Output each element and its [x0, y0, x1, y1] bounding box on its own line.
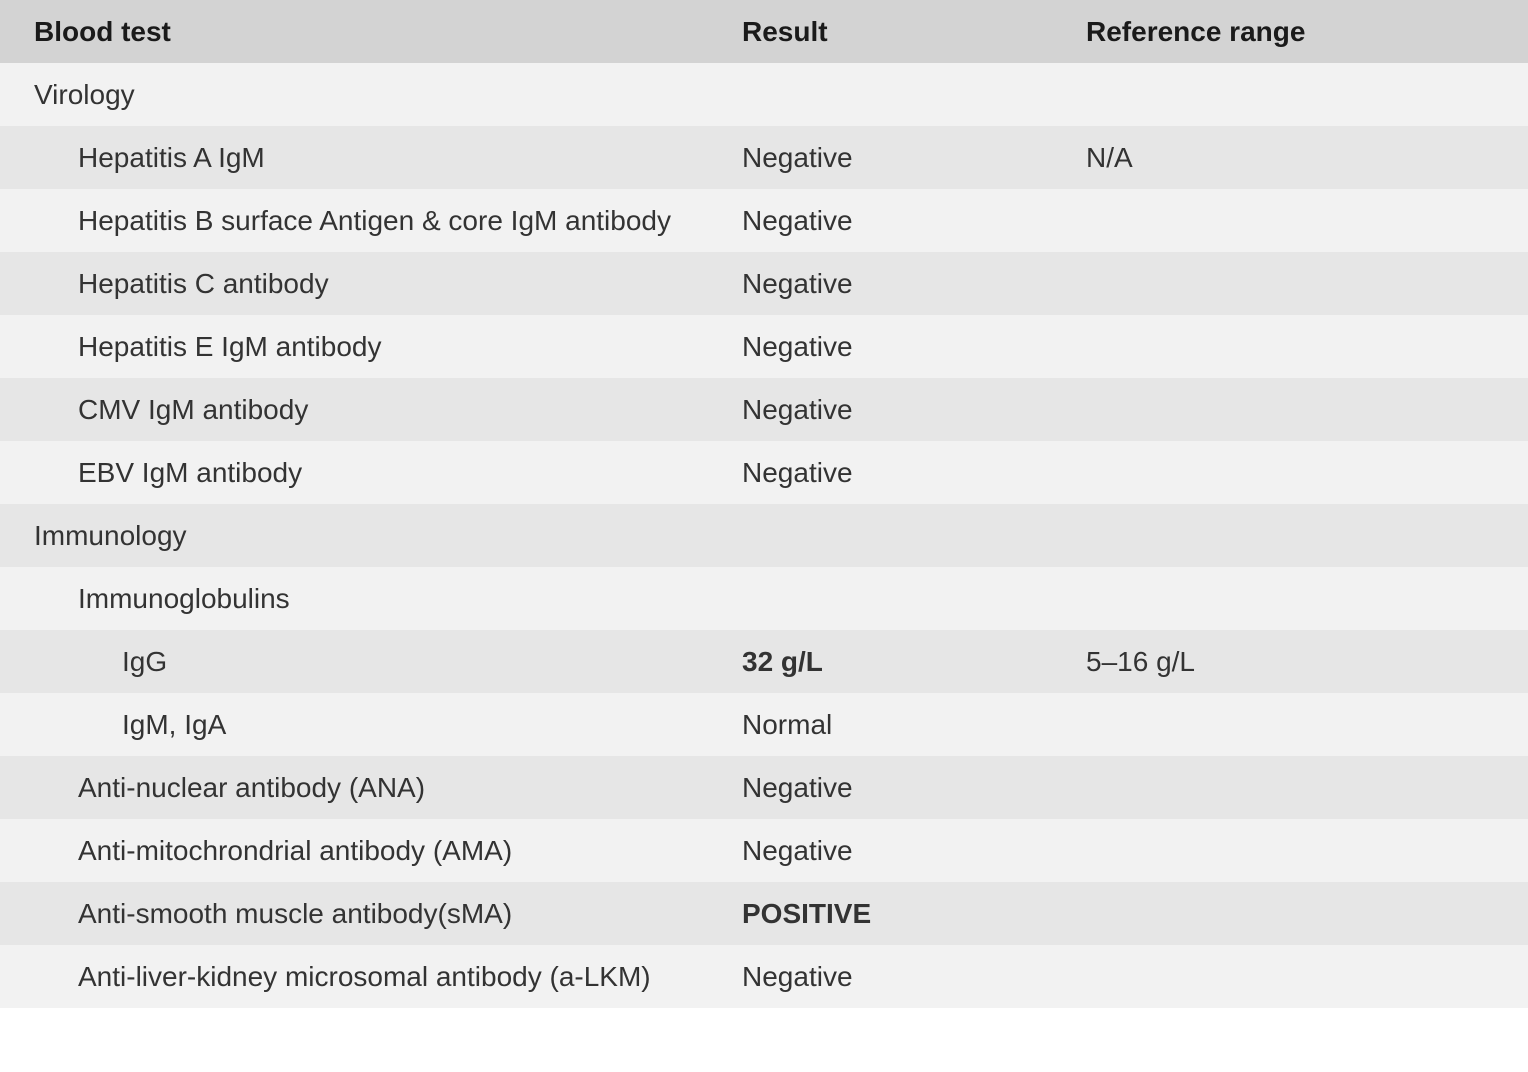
- cell-test: Hepatitis E IgM antibody: [0, 315, 708, 378]
- cell-ref: [1052, 63, 1528, 126]
- cell-test: Hepatitis C antibody: [0, 252, 708, 315]
- table-row: CMV IgM antibodyNegative: [0, 378, 1528, 441]
- cell-result: Negative: [708, 189, 1052, 252]
- table-row: Anti-mitochrondrial antibody (AMA)Negati…: [0, 819, 1528, 882]
- cell-result: [708, 504, 1052, 567]
- cell-ref: [1052, 378, 1528, 441]
- table-body: VirologyHepatitis A IgMNegativeN/AHepati…: [0, 63, 1528, 1008]
- table-row: Anti-liver-kidney microsomal antibody (a…: [0, 945, 1528, 1008]
- cell-test: IgM, IgA: [0, 693, 708, 756]
- cell-test: Hepatitis B surface Antigen & core IgM a…: [0, 189, 708, 252]
- cell-test: CMV IgM antibody: [0, 378, 708, 441]
- table-row: Hepatitis B surface Antigen & core IgM a…: [0, 189, 1528, 252]
- cell-result: 32 g/L: [708, 630, 1052, 693]
- cell-ref: 5–16 g/L: [1052, 630, 1528, 693]
- cell-ref: [1052, 693, 1528, 756]
- table-row: Immunoglobulins: [0, 567, 1528, 630]
- cell-ref: [1052, 756, 1528, 819]
- col-header-ref: Reference range: [1052, 0, 1528, 63]
- cell-ref: N/A: [1052, 126, 1528, 189]
- blood-test-table: Blood test Result Reference range Virolo…: [0, 0, 1528, 1008]
- cell-result: [708, 63, 1052, 126]
- table-row: Immunology: [0, 504, 1528, 567]
- cell-result: Negative: [708, 945, 1052, 1008]
- cell-test: Anti-smooth muscle antibody(sMA): [0, 882, 708, 945]
- table-header-row: Blood test Result Reference range: [0, 0, 1528, 63]
- cell-result: Negative: [708, 126, 1052, 189]
- cell-ref: [1052, 252, 1528, 315]
- cell-ref: [1052, 819, 1528, 882]
- table-row: Hepatitis A IgMNegativeN/A: [0, 126, 1528, 189]
- cell-test: EBV IgM antibody: [0, 441, 708, 504]
- cell-test: Anti-nuclear antibody (ANA): [0, 756, 708, 819]
- table-row: IgM, IgANormal: [0, 693, 1528, 756]
- table-row: Anti-smooth muscle antibody(sMA)POSITIVE: [0, 882, 1528, 945]
- cell-result: Normal: [708, 693, 1052, 756]
- cell-ref: [1052, 504, 1528, 567]
- table-row: Anti-nuclear antibody (ANA)Negative: [0, 756, 1528, 819]
- cell-ref: [1052, 945, 1528, 1008]
- cell-test: Anti-mitochrondrial antibody (AMA): [0, 819, 708, 882]
- col-header-test: Blood test: [0, 0, 708, 63]
- cell-result: Negative: [708, 756, 1052, 819]
- cell-test: Hepatitis A IgM: [0, 126, 708, 189]
- cell-result: Negative: [708, 378, 1052, 441]
- cell-test: Anti-liver-kidney microsomal antibody (a…: [0, 945, 708, 1008]
- table-row: EBV IgM antibodyNegative: [0, 441, 1528, 504]
- cell-result: POSITIVE: [708, 882, 1052, 945]
- cell-result: Negative: [708, 252, 1052, 315]
- cell-result: Negative: [708, 441, 1052, 504]
- cell-ref: [1052, 567, 1528, 630]
- col-header-result: Result: [708, 0, 1052, 63]
- cell-ref: [1052, 315, 1528, 378]
- cell-test: Immunology: [0, 504, 708, 567]
- cell-ref: [1052, 189, 1528, 252]
- table-row: Hepatitis C antibodyNegative: [0, 252, 1528, 315]
- cell-ref: [1052, 441, 1528, 504]
- cell-test: IgG: [0, 630, 708, 693]
- cell-result: Negative: [708, 315, 1052, 378]
- cell-test: Immunoglobulins: [0, 567, 708, 630]
- cell-result: Negative: [708, 819, 1052, 882]
- table-row: Hepatitis E IgM antibodyNegative: [0, 315, 1528, 378]
- table-row: IgG32 g/L5–16 g/L: [0, 630, 1528, 693]
- cell-test: Virology: [0, 63, 708, 126]
- cell-ref: [1052, 882, 1528, 945]
- cell-result: [708, 567, 1052, 630]
- table-row: Virology: [0, 63, 1528, 126]
